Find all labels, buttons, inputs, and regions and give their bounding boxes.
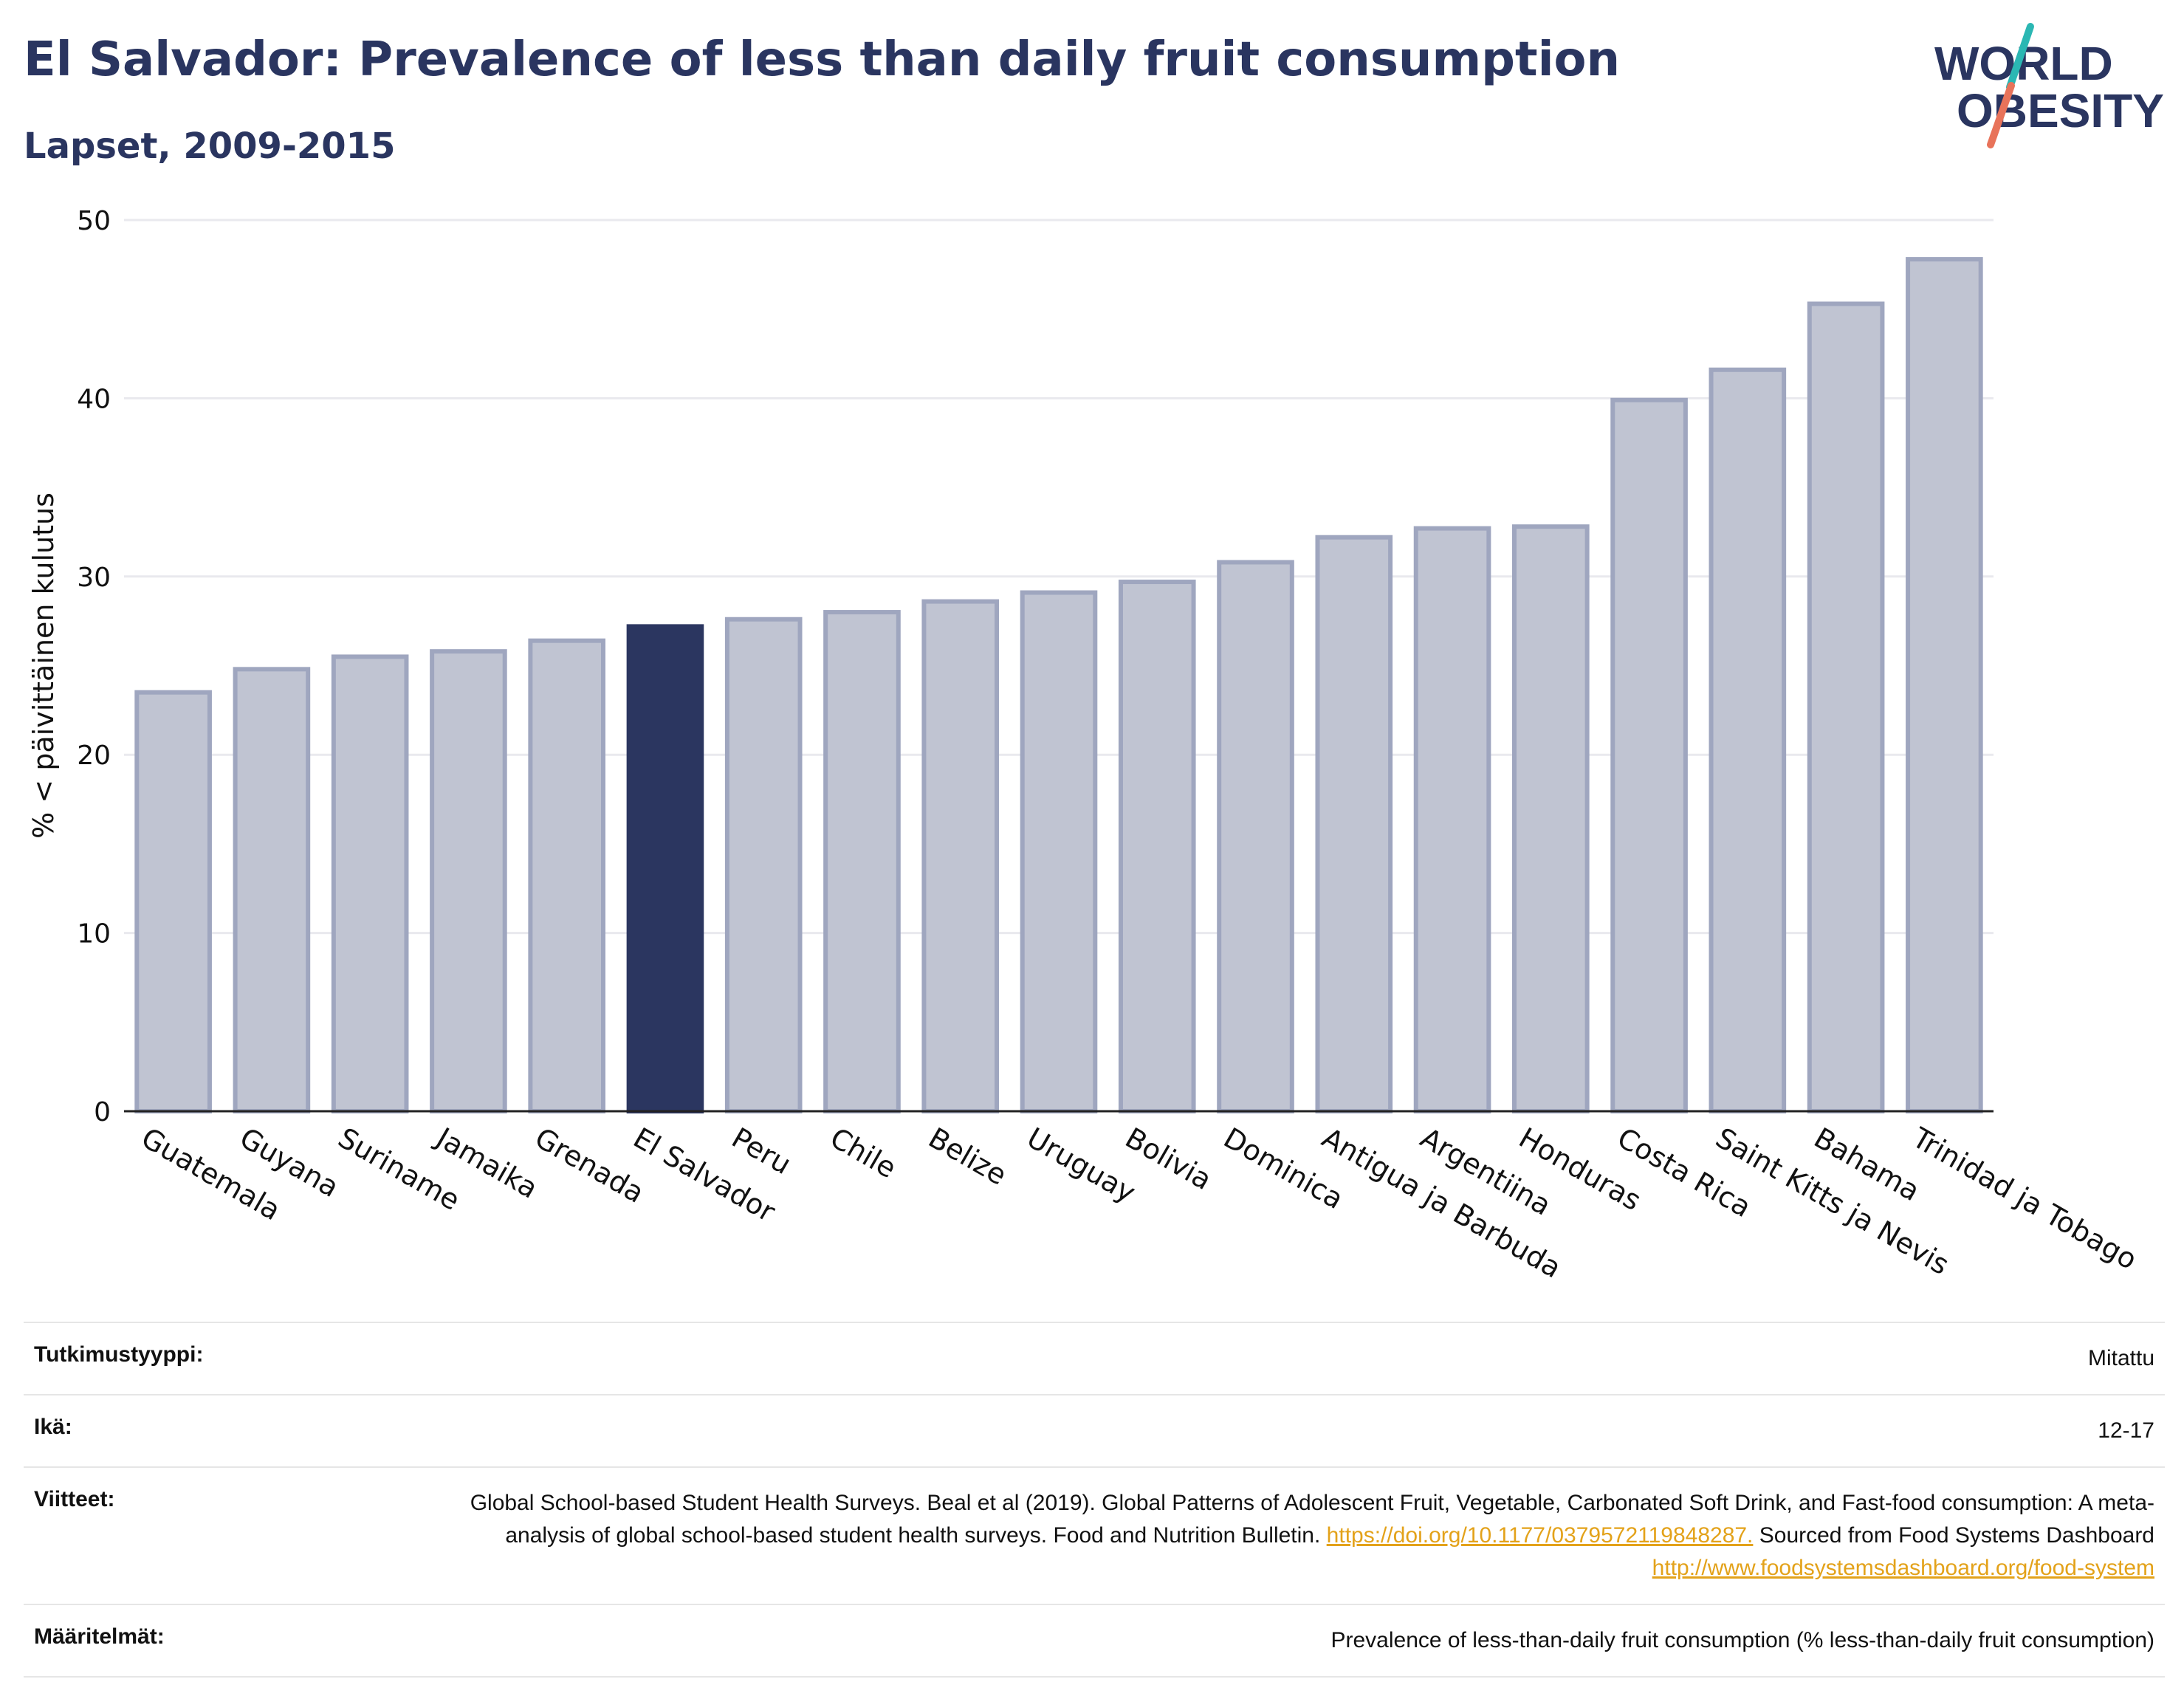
bar-bahama (1807, 301, 1885, 1113)
x-axis-ticks: GuatemalaGuyanaSurinameJamaikaGrenadaEl … (136, 1121, 2143, 1285)
bar-chile (823, 610, 901, 1113)
bar-guatemala (134, 690, 212, 1113)
x-tick-label: Chile (825, 1122, 902, 1185)
dashboard-link[interactable]: http://www.foodsystemsdashboard.org/food… (1652, 1556, 2154, 1580)
bar-belize (921, 599, 1000, 1113)
bar-costa-rica (1610, 397, 1688, 1113)
meta-value: 12-17 (2098, 1418, 2154, 1443)
y-axis-ticks: 0 10 20 30 40 50 (77, 206, 111, 1127)
meta-label: Tutkimustyyppi: (34, 1342, 204, 1367)
world-obesity-logo: WORLD OBESITY (1934, 23, 2164, 148)
bar-trinidad-ja-tobago (1906, 257, 1983, 1113)
reference-text: Global School-based Student Health Surve… (470, 1491, 2154, 1548)
y-axis-label: % < päivittäinen kulutus (27, 492, 60, 839)
logo-slash-teal (2006, 23, 2034, 91)
bar-grenada (528, 638, 605, 1113)
reference-source-text: Sourced from Food Systems Dashboard (1759, 1523, 2154, 1548)
metadata-table: Tutkimustyyppi: Mitattu Ikä: 12-17 Viitt… (24, 1322, 2165, 1678)
x-tick-label: Peru (727, 1122, 797, 1181)
bar-honduras (1512, 524, 1590, 1113)
meta-value: Mitattu (2087, 1346, 2154, 1370)
logo-slash-coral (1987, 82, 2015, 148)
bar-jamaika (430, 649, 507, 1113)
bars (134, 257, 1983, 1113)
logo-line-2: OBESITY (1957, 84, 2164, 137)
meta-label: Ikä: (34, 1415, 72, 1439)
bar-el-salvador (626, 624, 704, 1113)
bar-chart: 0 10 20 30 40 50 GuatemalaGuyanaSurinameJamai… (27, 206, 2143, 1285)
meta-value: Prevalence of less-than-daily fruit cons… (1330, 1628, 2155, 1652)
y-tick-label: 20 (77, 741, 111, 771)
bar-antigua-ja-barbuda (1315, 535, 1393, 1113)
bar-uruguay (1020, 590, 1098, 1113)
bar-dominica (1217, 560, 1294, 1113)
chart-subtitle: Lapset, 2009-2015 (24, 126, 396, 167)
meta-row-references: Viitteet: Global School-based Student He… (24, 1466, 2165, 1604)
y-tick-label: 10 (77, 919, 111, 950)
bar-guyana (233, 667, 311, 1113)
meta-row-age: Ikä: 12-17 (24, 1394, 2165, 1466)
y-tick-label: 0 (94, 1097, 111, 1127)
bar-suriname (331, 654, 409, 1113)
bar-bolivia (1118, 580, 1196, 1113)
x-tick-label: Uruguay (1022, 1122, 1141, 1209)
y-tick-label: 30 (77, 563, 111, 593)
y-tick-label: 40 (77, 384, 111, 414)
bar-argentiina (1413, 526, 1491, 1113)
meta-row-definitions: Määritelmät: Prevalence of less-than-dai… (24, 1604, 2165, 1678)
meta-label: Määritelmät: (34, 1624, 165, 1649)
y-tick-label: 50 (77, 206, 111, 236)
meta-row-study-type: Tutkimustyyppi: Mitattu (24, 1322, 2165, 1394)
meta-label: Viitteet: (34, 1487, 115, 1511)
doi-link[interactable]: https://doi.org/10.1177/0379572119848287… (1326, 1523, 1754, 1548)
bar-peru (724, 617, 803, 1113)
meta-value-references: Global School-based Student Health Surve… (456, 1487, 2154, 1585)
x-tick-label: Grenada (529, 1122, 650, 1209)
chart-title: El Salvador: Prevalence of less than dai… (24, 32, 1621, 87)
bar-saint-kitts-ja-nevis (1709, 367, 1787, 1113)
x-tick-label: Belize (923, 1122, 1012, 1192)
